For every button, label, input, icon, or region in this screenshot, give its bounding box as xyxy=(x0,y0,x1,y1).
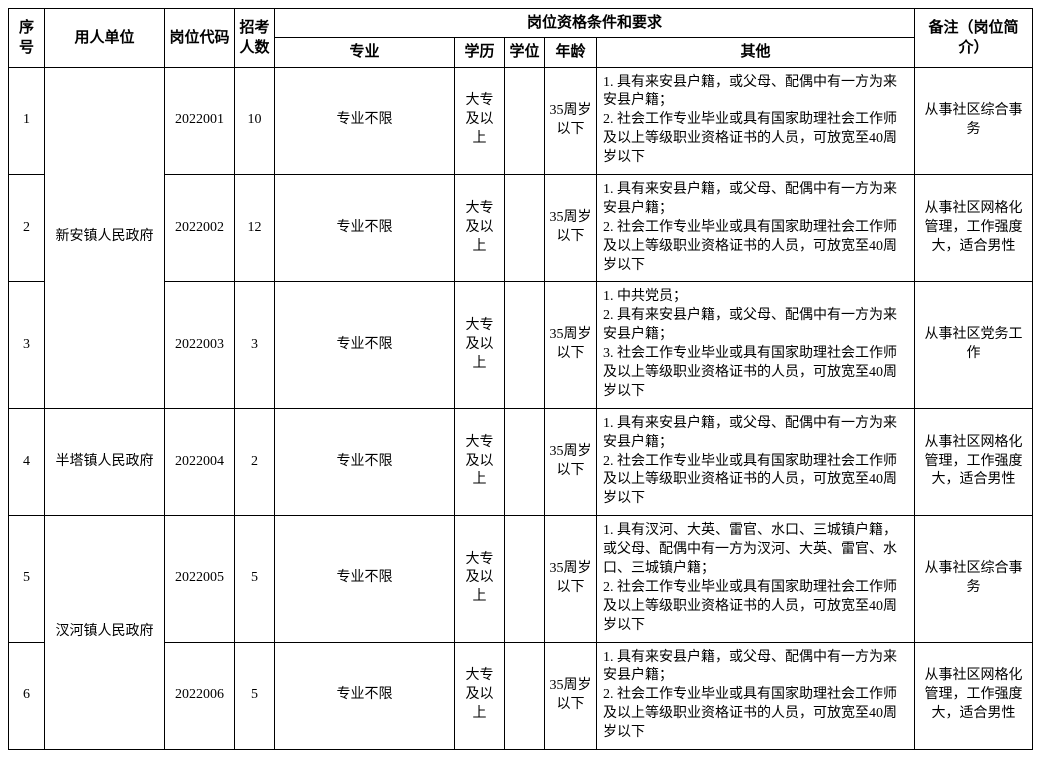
cell-note: 从事社区网格化管理，工作强度大，适合男性 xyxy=(915,174,1033,281)
cell-seq: 2 xyxy=(9,174,45,281)
cell-count: 5 xyxy=(235,516,275,642)
cell-age: 35周岁以下 xyxy=(545,516,597,642)
cell-other: 1. 具有来安县户籍，或父母、配偶中有一方为来安县户籍；2. 社会工作专业毕业或… xyxy=(597,408,915,515)
col-count: 招考人数 xyxy=(235,9,275,68)
cell-age: 35周岁以下 xyxy=(545,408,597,515)
cell-age: 35周岁以下 xyxy=(545,67,597,174)
cell-age: 35周岁以下 xyxy=(545,642,597,749)
cell-note: 从事社区党务工作 xyxy=(915,282,1033,408)
cell-unit: 汊河镇人民政府 xyxy=(45,516,165,750)
col-other: 其他 xyxy=(597,38,915,67)
cell-age: 35周岁以下 xyxy=(545,282,597,408)
cell-education: 大专及以上 xyxy=(455,67,505,174)
col-code: 岗位代码 xyxy=(165,9,235,68)
table-header: 序号 用人单位 岗位代码 招考人数 岗位资格条件和要求 备注（岗位简介） 专业 … xyxy=(9,9,1033,68)
cell-count: 5 xyxy=(235,642,275,749)
cell-age: 35周岁以下 xyxy=(545,174,597,281)
table-row: 1新安镇人民政府202200110专业不限大专及以上35周岁以下1. 具有来安县… xyxy=(9,67,1033,174)
cell-education: 大专及以上 xyxy=(455,174,505,281)
cell-seq: 1 xyxy=(9,67,45,174)
cell-other: 1. 具有来安县户籍，或父母、配偶中有一方为来安县户籍；2. 社会工作专业毕业或… xyxy=(597,67,915,174)
cell-code: 2022002 xyxy=(165,174,235,281)
cell-count: 12 xyxy=(235,174,275,281)
col-note: 备注（岗位简介） xyxy=(915,9,1033,68)
cell-code: 2022004 xyxy=(165,408,235,515)
cell-education: 大专及以上 xyxy=(455,516,505,642)
cell-major: 专业不限 xyxy=(275,174,455,281)
cell-note: 从事社区综合事务 xyxy=(915,67,1033,174)
cell-major: 专业不限 xyxy=(275,282,455,408)
cell-seq: 4 xyxy=(9,408,45,515)
cell-note: 从事社区综合事务 xyxy=(915,516,1033,642)
cell-seq: 6 xyxy=(9,642,45,749)
cell-other: 1. 中共党员；2. 具有来安县户籍，或父母、配偶中有一方为来安县户籍；3. 社… xyxy=(597,282,915,408)
cell-degree xyxy=(505,174,545,281)
cell-major: 专业不限 xyxy=(275,516,455,642)
header-row-1: 序号 用人单位 岗位代码 招考人数 岗位资格条件和要求 备注（岗位简介） xyxy=(9,9,1033,38)
cell-degree xyxy=(505,642,545,749)
table-row: 4半塔镇人民政府20220042专业不限大专及以上 35周岁以下1. 具有来安县户… xyxy=(9,408,1033,515)
cell-code: 2022006 xyxy=(165,642,235,749)
col-degree: 学位 xyxy=(505,38,545,67)
cell-other: 1. 具有汊河、大英、雷官、水口、三城镇户籍，或父母、配偶中有一方为汊河、大英、… xyxy=(597,516,915,642)
cell-education: 大专及以上 xyxy=(455,282,505,408)
col-age: 年龄 xyxy=(545,38,597,67)
cell-code: 2022001 xyxy=(165,67,235,174)
cell-note: 从事社区网格化管理，工作强度大，适合男性 xyxy=(915,408,1033,515)
cell-education: 大专及以上 xyxy=(455,642,505,749)
table-row: 5汊河镇人民政府20220055专业不限大专及以上35周岁以下1. 具有汊河、大… xyxy=(9,516,1033,642)
cell-major: 专业不限 xyxy=(275,408,455,515)
table-body: 1新安镇人民政府202200110专业不限大专及以上35周岁以下1. 具有来安县… xyxy=(9,67,1033,750)
cell-code: 2022003 xyxy=(165,282,235,408)
col-education: 学历 xyxy=(455,38,505,67)
cell-seq: 5 xyxy=(9,516,45,642)
col-seq: 序号 xyxy=(9,9,45,68)
col-major: 专业 xyxy=(275,38,455,67)
cell-unit: 半塔镇人民政府 xyxy=(45,408,165,515)
cell-degree xyxy=(505,67,545,174)
col-unit: 用人单位 xyxy=(45,9,165,68)
recruitment-table: 序号 用人单位 岗位代码 招考人数 岗位资格条件和要求 备注（岗位简介） 专业 … xyxy=(8,8,1033,750)
cell-note: 从事社区网格化管理，工作强度大，适合男性 xyxy=(915,642,1033,749)
col-req-group: 岗位资格条件和要求 xyxy=(275,9,915,38)
cell-major: 专业不限 xyxy=(275,67,455,174)
cell-seq: 3 xyxy=(9,282,45,408)
cell-unit: 新安镇人民政府 xyxy=(45,67,165,408)
cell-count: 3 xyxy=(235,282,275,408)
cell-degree xyxy=(505,282,545,408)
cell-major: 专业不限 xyxy=(275,642,455,749)
cell-code: 2022005 xyxy=(165,516,235,642)
cell-education: 大专及以上 xyxy=(455,408,505,515)
cell-degree xyxy=(505,516,545,642)
cell-count: 2 xyxy=(235,408,275,515)
cell-other: 1. 具有来安县户籍，或父母、配偶中有一方为来安县户籍；2. 社会工作专业毕业或… xyxy=(597,642,915,749)
cell-count: 10 xyxy=(235,67,275,174)
cell-degree xyxy=(505,408,545,515)
cell-other: 1. 具有来安县户籍，或父母、配偶中有一方为来安县户籍；2. 社会工作专业毕业或… xyxy=(597,174,915,281)
